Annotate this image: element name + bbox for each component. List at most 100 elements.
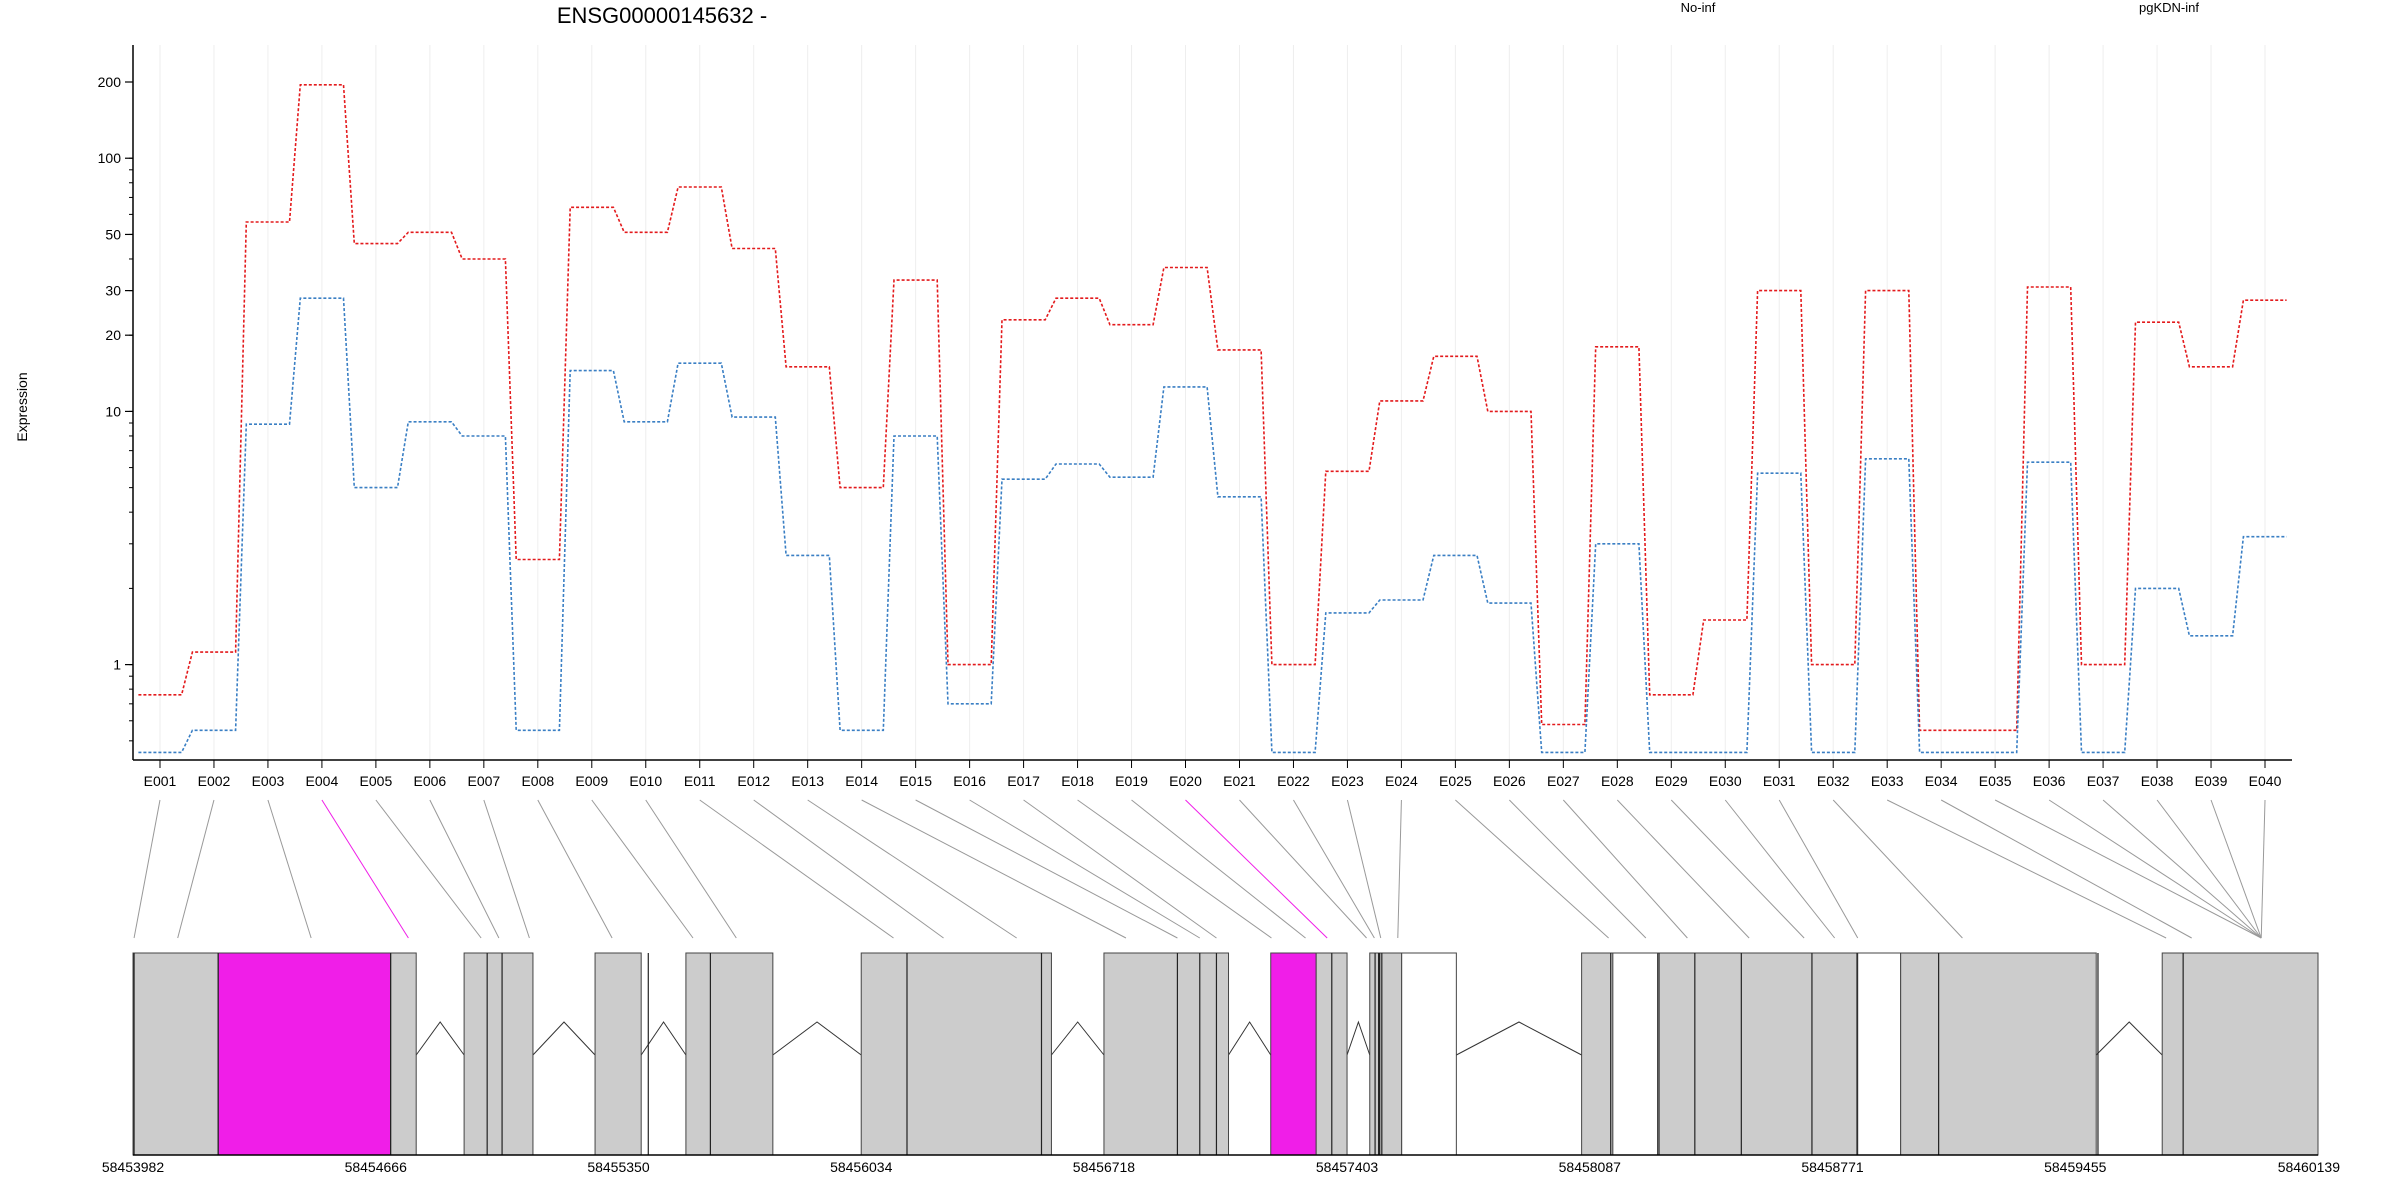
connector-line [1940, 799, 2192, 939]
exon-label: E012 [737, 773, 770, 789]
exon-label: E031 [1763, 773, 1796, 789]
connector-line [1131, 799, 1306, 939]
connector-line [1886, 799, 2167, 939]
exon-block [1270, 952, 1317, 1156]
exon-label: E018 [1061, 773, 1094, 789]
connector-line [177, 799, 215, 939]
exon-label: E025 [1439, 773, 1472, 789]
connector-line [133, 799, 161, 939]
exon-block [217, 952, 392, 1156]
genome-tick-label: 58458771 [1801, 1159, 1864, 1175]
exon-block [2161, 952, 2319, 1156]
exon-label: E001 [144, 773, 177, 789]
intron-line [415, 1021, 465, 1056]
exon-label: E039 [2195, 773, 2228, 789]
exon-label: E026 [1493, 773, 1526, 789]
genome-tick-label: 58456718 [1073, 1159, 1136, 1175]
exon-label: E040 [2249, 773, 2282, 789]
exon-connectors [133, 799, 2266, 939]
y-tick-label: 200 [98, 74, 122, 90]
connector-line [1994, 799, 2262, 939]
exon-label: E009 [575, 773, 608, 789]
connector-line [807, 799, 1017, 939]
connector-line [1616, 799, 1750, 939]
exon-label: E016 [953, 773, 986, 789]
gene-model [132, 952, 2319, 1156]
legend-pgkdn-inf: pgKDN-inf [2139, 0, 2199, 15]
exon-label: E008 [521, 773, 554, 789]
exon-label: E005 [360, 773, 393, 789]
connector-line [2156, 799, 2262, 939]
connector-line [1778, 799, 1859, 939]
genome-tick-label: 58459455 [2044, 1159, 2107, 1175]
connector-line [1239, 799, 1367, 939]
genome-tick-label: 58455350 [587, 1159, 650, 1175]
connector-line [915, 799, 1178, 939]
exon-block [463, 952, 534, 1156]
exon-label: E030 [1709, 773, 1742, 789]
y-tick-label: 1 [113, 657, 121, 673]
connector-line [483, 799, 530, 939]
exon-label: E035 [1979, 773, 2012, 789]
exon-label: E028 [1601, 773, 1634, 789]
intron-line [772, 1021, 862, 1056]
connector-line [1724, 799, 1836, 939]
exon-label: E003 [252, 773, 285, 789]
exon-block [132, 952, 219, 1156]
exon-block [1657, 952, 1859, 1156]
y-tick-label: 30 [105, 283, 121, 299]
genome-tick-label: 58460139 [2278, 1159, 2341, 1175]
intron-line [1456, 1021, 1582, 1056]
y-tick-label: 50 [105, 226, 121, 242]
intron-line [1051, 1021, 1105, 1056]
connector-line [1832, 799, 1963, 939]
exon-block [1401, 952, 1457, 1156]
genome-tick-label: 58456034 [830, 1159, 893, 1175]
connector-line [1346, 799, 1382, 939]
genome-tick-label: 58458087 [1559, 1159, 1622, 1175]
genome-tick-label: 58454666 [345, 1159, 408, 1175]
genome-tick-label: 58453982 [102, 1159, 165, 1175]
genome-axis: 58453982 58454666 58455350 58456034 58456718… [102, 1154, 2341, 1175]
connector-line [429, 799, 500, 939]
exon-block [594, 952, 642, 1156]
exon-block [1900, 952, 2097, 1156]
connector-line [2260, 799, 2266, 939]
exon-label: E033 [1871, 773, 1904, 789]
connector-line [969, 799, 1201, 939]
exon-block [685, 952, 774, 1156]
exon-label: E032 [1817, 773, 1850, 789]
exon-label: E011 [684, 773, 716, 789]
series-line-no-inf [138, 84, 2287, 732]
exon-label: E010 [629, 773, 662, 789]
x-axis: E001 E002 E003 E004 E005 E006 E007 E008 E009 E010… [133, 759, 2292, 789]
connector-line [645, 799, 737, 939]
exon-label: E038 [2141, 773, 2174, 789]
exon-label: E036 [2033, 773, 2066, 789]
connector-line [753, 799, 944, 939]
exon-label: E027 [1547, 773, 1580, 789]
exon-label: E021 [1223, 773, 1256, 789]
connector-line [1509, 799, 1647, 939]
exon-block [1857, 952, 1902, 1156]
exon-block [390, 952, 417, 1156]
exon-label: E014 [845, 773, 878, 789]
exon-label: E024 [1385, 773, 1418, 789]
exon-label: E013 [791, 773, 824, 789]
intron-line [1228, 1021, 1272, 1056]
connector-line [375, 799, 482, 939]
exon-label: E022 [1277, 773, 1310, 789]
genome-tick-label: 58457403 [1316, 1159, 1379, 1175]
exon-label: E015 [899, 773, 932, 789]
exon-label: E029 [1655, 773, 1688, 789]
y-tick-label: 20 [105, 327, 121, 343]
exon-block [1103, 952, 1230, 1156]
exon-label: E023 [1331, 773, 1364, 789]
connector-line [1185, 799, 1328, 939]
legend-no-inf: No-inf [1681, 0, 1716, 15]
connector-line [1023, 799, 1217, 939]
exon-label: E007 [467, 773, 500, 789]
chart-title: ENSG00000145632 - [557, 3, 767, 28]
connector-line [2048, 799, 2262, 939]
